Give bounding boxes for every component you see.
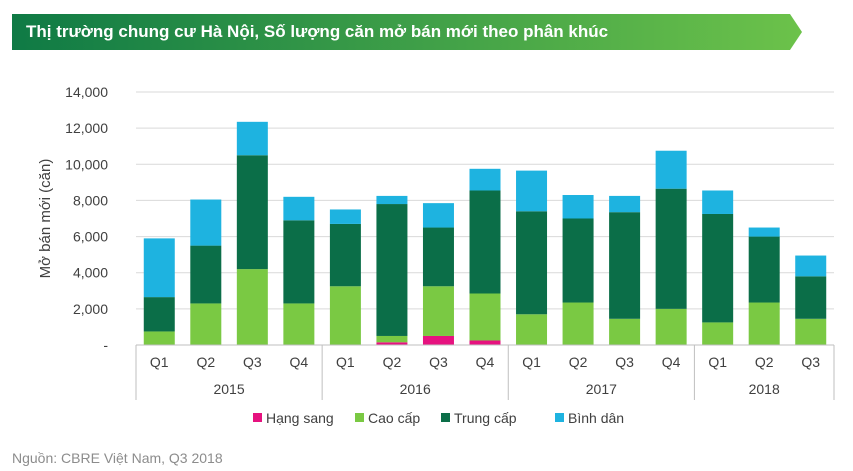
- bar-segment: [655, 188, 687, 309]
- bar-segment: [562, 302, 594, 345]
- legend-swatch: [355, 413, 364, 422]
- y-axis-title: Mở bán mới (căn): [37, 159, 54, 279]
- y-tick-label: 12,000: [65, 120, 108, 136]
- bar-segment: [655, 150, 687, 189]
- x-tick-label: Q4: [290, 354, 309, 370]
- legend-label: Bình dân: [568, 410, 624, 426]
- x-tick-label: Q2: [569, 354, 588, 370]
- x-group-label: 2015: [213, 381, 244, 397]
- title-banner: Thị trường chung cư Hà Nội, Số lượng căn…: [12, 14, 802, 50]
- bar-segment: [702, 213, 734, 323]
- bar-segment: [422, 227, 454, 287]
- bar-segment: [236, 155, 268, 270]
- x-tick-label: Q4: [476, 354, 495, 370]
- x-tick-label: Q3: [429, 354, 448, 370]
- bar-segment: [190, 245, 222, 304]
- bar-segment: [376, 335, 408, 343]
- y-tick-label: 2,000: [73, 301, 108, 317]
- bar-segment: [422, 286, 454, 336]
- bar-segment: [795, 255, 827, 277]
- bar-segment: [329, 286, 361, 345]
- bar-segment: [422, 335, 454, 345]
- bar-segment: [143, 297, 175, 332]
- bar-segment: [236, 269, 268, 345]
- bar-segment: [469, 168, 501, 191]
- bar-segment: [143, 238, 175, 298]
- legend-swatch: [253, 413, 262, 422]
- bar-segment: [422, 203, 454, 228]
- bar-segment: [190, 303, 222, 345]
- x-tick-label: Q3: [801, 354, 820, 370]
- x-tick-label: Q1: [150, 354, 169, 370]
- bar-segment: [562, 218, 594, 303]
- y-tick-label: -: [103, 337, 108, 353]
- bar-segment: [609, 318, 641, 345]
- x-tick-label: Q3: [615, 354, 634, 370]
- bar-segment: [143, 331, 175, 345]
- y-tick-label: 10,000: [65, 156, 108, 172]
- bar-segment: [329, 223, 361, 287]
- legend-label: Hạng sang: [266, 410, 334, 426]
- bar-segment: [469, 340, 501, 345]
- legend-label: Cao cấp: [368, 410, 420, 426]
- bar-segment: [516, 170, 548, 212]
- legend-swatch: [555, 413, 564, 422]
- bar-segment: [795, 276, 827, 319]
- bar-segment: [190, 199, 222, 246]
- x-group-label: 2018: [749, 381, 780, 397]
- bar-segment: [702, 322, 734, 345]
- y-tick-label: 6,000: [73, 229, 108, 245]
- x-tick-label: Q3: [243, 354, 262, 370]
- source-note: Nguồn: CBRE Việt Nam, Q3 2018: [12, 450, 223, 466]
- bar-segment: [236, 121, 268, 156]
- bar-segment: [609, 212, 641, 319]
- bar-segment: [283, 220, 315, 304]
- bar-segment: [283, 303, 315, 345]
- bar-segment: [376, 342, 408, 345]
- y-tick-label: 4,000: [73, 265, 108, 281]
- bar-segment: [609, 195, 641, 213]
- chart-title: Thị trường chung cư Hà Nội, Số lượng căn…: [26, 22, 609, 41]
- bar-segment: [702, 190, 734, 214]
- x-group-label: 2017: [586, 381, 617, 397]
- legend-label: Trung cấp: [454, 410, 517, 426]
- bar-segment: [516, 211, 548, 315]
- y-tick-label: 14,000: [65, 84, 108, 100]
- x-tick-label: Q2: [755, 354, 774, 370]
- x-tick-label: Q4: [662, 354, 681, 370]
- x-tick-label: Q1: [336, 354, 355, 370]
- bar-segment: [376, 204, 408, 336]
- bar-segment: [655, 308, 687, 345]
- bar-segment: [748, 227, 780, 237]
- x-tick-label: Q2: [196, 354, 215, 370]
- x-tick-label: Q1: [708, 354, 727, 370]
- banner-background: [12, 14, 802, 50]
- bar-segment: [562, 195, 594, 219]
- x-group-label: 2016: [400, 381, 431, 397]
- bar-segment: [795, 318, 827, 345]
- bar-segment: [329, 209, 361, 224]
- x-tick-label: Q1: [522, 354, 541, 370]
- bar-segment: [469, 293, 501, 341]
- bar-segment: [283, 196, 315, 221]
- bar-segment: [376, 195, 408, 205]
- y-tick-label: 8,000: [73, 192, 108, 208]
- bar-segment: [748, 302, 780, 345]
- bar-segment: [469, 190, 501, 294]
- x-tick-label: Q2: [383, 354, 402, 370]
- bar-segment: [748, 236, 780, 303]
- legend-swatch: [441, 413, 450, 422]
- bar-segment: [516, 314, 548, 345]
